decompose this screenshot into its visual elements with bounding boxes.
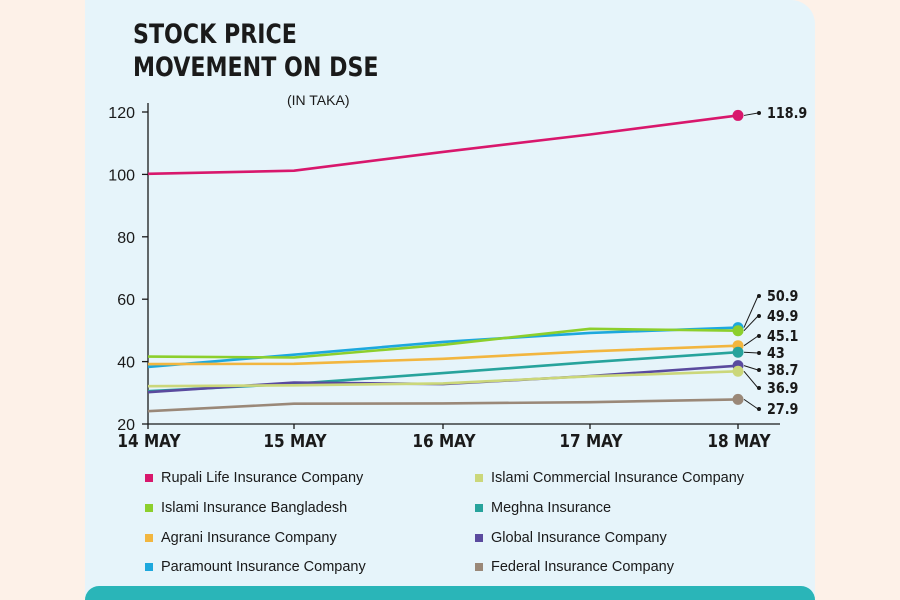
x-tick-label: 15 MAY: [263, 430, 327, 452]
chart-title-line1: STOCK PRICE: [133, 19, 297, 50]
legend-swatch: [475, 474, 483, 482]
legend: Rupali Life Insurance Company Islami Comm…: [145, 468, 785, 578]
data-label: 45.1: [767, 328, 798, 345]
legend-label: Global Insurance Company: [491, 529, 667, 546]
label-leader: [743, 365, 759, 371]
legend-item: Global Insurance Company: [475, 528, 775, 548]
series-endpoint: [732, 325, 744, 337]
data-label: 118.9: [767, 105, 807, 122]
legend-swatch: [145, 474, 153, 482]
label-leader-dot: [757, 294, 761, 298]
data-label: 43: [767, 345, 785, 362]
legend-label: Federal Insurance Company: [491, 559, 674, 576]
data-label: 36.9: [767, 380, 798, 397]
series-line: [147, 114, 739, 176]
y-tick-label: 60: [117, 292, 135, 309]
chart-title: STOCK PRICE MOVEMENT ON DSE: [133, 18, 379, 84]
legend-swatch: [475, 533, 483, 542]
legend-label: Agrani Insurance Company: [161, 529, 337, 546]
series-endpoint: [732, 109, 744, 121]
legend-swatch: [475, 563, 483, 572]
series-endpoint: [732, 346, 744, 358]
label-leader: [743, 295, 759, 328]
x-tick-label: 14 MAY: [117, 430, 181, 452]
series-endpoint: [732, 365, 744, 377]
label-leader-dot: [757, 314, 761, 318]
legend-item: Meghna Insurance: [475, 498, 775, 518]
chart-card: [85, 0, 815, 600]
chart-subtitle: (IN TAKA): [287, 92, 350, 108]
data-label: 38.7: [767, 362, 798, 379]
legend-label: Rupali Life Insurance Company: [161, 470, 364, 486]
legend-item: Islami Insurance Bangladesh: [145, 498, 475, 518]
series-line: [147, 344, 739, 366]
data-label: 49.9: [767, 308, 798, 325]
legend-swatch: [475, 503, 483, 512]
series-line: [147, 370, 739, 388]
legend-item: Paramount Insurance Company: [145, 557, 475, 577]
label-leader-dot: [757, 111, 761, 115]
series-line: [147, 364, 739, 394]
x-tick-label: 16 MAY: [412, 430, 476, 452]
legend-label: Meghna Insurance: [491, 499, 612, 516]
y-tick-label: 100: [108, 167, 135, 184]
series-line: [147, 327, 739, 359]
legend-label: Islami Commercial Insurance Company: [491, 470, 745, 486]
legend-label: Islami Insurance Bangladesh: [161, 499, 348, 516]
footer-bar: [85, 586, 815, 600]
series-line: [147, 326, 739, 369]
label-leader: [743, 315, 759, 332]
data-label: 27.9: [767, 401, 798, 418]
legend-swatch: [145, 563, 153, 572]
label-leader: [743, 398, 759, 410]
series-endpoint: [732, 393, 744, 405]
label-leader: [743, 351, 759, 354]
series-line: [147, 398, 739, 413]
label-leader-dot: [757, 351, 761, 355]
label-leader-dot: [757, 386, 761, 390]
legend-swatch: [145, 503, 153, 512]
label-leader-dot: [757, 368, 761, 372]
legend-item: Rupali Life Insurance Company: [145, 468, 475, 488]
x-tick-label: 18 MAY: [707, 430, 771, 452]
y-tick-label: 40: [117, 355, 135, 372]
label-leader: [743, 112, 759, 116]
legend-item: Islami Commercial Insurance Company: [475, 468, 775, 488]
data-label: 50.9: [767, 288, 798, 305]
legend-item: Federal Insurance Company: [475, 557, 775, 577]
legend-label: Paramount Insurance Company: [161, 559, 366, 576]
label-leader: [743, 335, 759, 347]
y-tick-label: 80: [117, 230, 135, 247]
label-leader-dot: [757, 334, 761, 338]
chart-title-line2: MOVEMENT ON DSE: [133, 52, 379, 83]
y-tick-label: 20: [117, 417, 135, 434]
legend-item: Agrani Insurance Company: [145, 528, 475, 548]
y-tick-label: 120: [108, 105, 135, 122]
label-leader-dot: [757, 407, 761, 411]
x-tick-label: 17 MAY: [559, 430, 623, 452]
legend-swatch: [145, 533, 153, 542]
label-leader: [743, 370, 759, 389]
